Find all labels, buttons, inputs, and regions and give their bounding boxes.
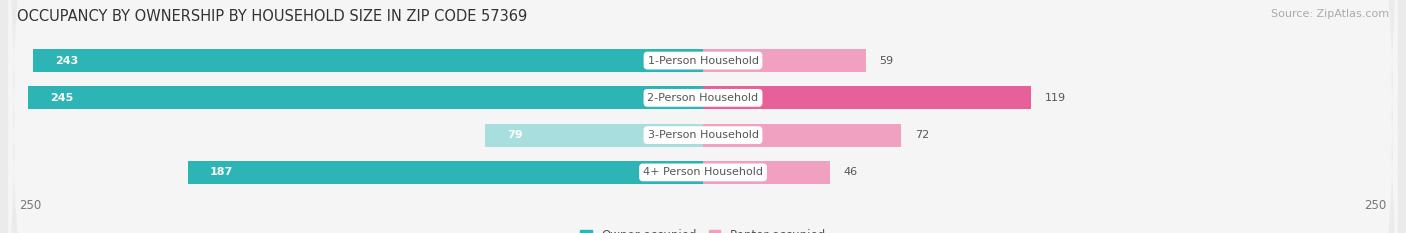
Text: 250: 250 <box>1364 199 1386 212</box>
Text: 3-Person Household: 3-Person Household <box>648 130 758 140</box>
Text: 187: 187 <box>209 168 233 177</box>
Text: 2-Person Household: 2-Person Household <box>647 93 759 103</box>
Text: 59: 59 <box>879 56 893 65</box>
Text: OCCUPANCY BY OWNERSHIP BY HOUSEHOLD SIZE IN ZIP CODE 57369: OCCUPANCY BY OWNERSHIP BY HOUSEHOLD SIZE… <box>17 9 527 24</box>
FancyBboxPatch shape <box>8 0 1398 233</box>
Bar <box>485 123 703 147</box>
Text: 250: 250 <box>20 199 42 212</box>
Text: 119: 119 <box>1045 93 1066 103</box>
Bar <box>28 86 703 110</box>
Bar <box>703 49 866 72</box>
Text: 245: 245 <box>49 93 73 103</box>
FancyBboxPatch shape <box>8 0 1398 233</box>
Text: 79: 79 <box>508 130 523 140</box>
Text: 243: 243 <box>55 56 79 65</box>
Text: 72: 72 <box>915 130 929 140</box>
Bar <box>34 49 703 72</box>
FancyBboxPatch shape <box>8 0 1398 233</box>
Legend: Owner-occupied, Renter-occupied: Owner-occupied, Renter-occupied <box>579 229 827 233</box>
Bar <box>703 86 1031 110</box>
Bar <box>703 123 901 147</box>
FancyBboxPatch shape <box>8 0 1398 233</box>
Text: 1-Person Household: 1-Person Household <box>648 56 758 65</box>
Bar <box>187 161 703 184</box>
Text: 4+ Person Household: 4+ Person Household <box>643 168 763 177</box>
Text: Source: ZipAtlas.com: Source: ZipAtlas.com <box>1271 9 1389 19</box>
Text: 46: 46 <box>844 168 858 177</box>
Bar <box>703 161 830 184</box>
